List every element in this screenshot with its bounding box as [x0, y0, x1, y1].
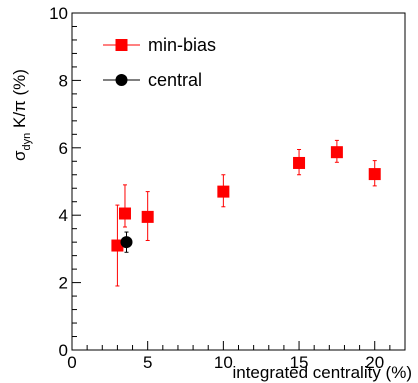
legend-label: min-bias — [148, 35, 216, 55]
data-point-square — [293, 156, 306, 169]
data-point-square — [111, 239, 124, 252]
plot-frame — [71, 12, 406, 351]
data-point-square — [217, 185, 230, 198]
data-point-square — [330, 146, 343, 159]
y-tick-label: 0 — [59, 341, 68, 360]
x-tick-label: 15 — [290, 353, 309, 372]
legend-label: central — [148, 70, 202, 90]
x-tick-label: 0 — [67, 353, 76, 372]
x-tick-label: 5 — [143, 353, 152, 372]
y-axis-title: σdyn K/π (%) — [10, 69, 33, 161]
y-axis-title-rest: K/π (%) — [10, 69, 29, 133]
y-axis-title-sub: dyn — [21, 133, 33, 151]
y-tick-label: 4 — [59, 206, 68, 225]
x-axis-title: integrated centrality (%) — [232, 363, 412, 382]
y-tick-label: 8 — [59, 71, 68, 90]
data-point-square — [141, 210, 154, 223]
x-tick-label: 20 — [365, 353, 384, 372]
legend-marker-circle — [115, 74, 128, 86]
y-tick-label: 6 — [59, 139, 68, 158]
y-tick-label: 10 — [49, 4, 68, 23]
data-point-circle — [120, 236, 133, 249]
data-point-square — [368, 168, 381, 181]
legend-marker-square — [115, 39, 128, 51]
x-tick-label: 10 — [214, 353, 233, 372]
y-axis-title-main: σ — [10, 150, 29, 161]
y-tick-label: 2 — [59, 274, 68, 293]
data-point-square — [118, 207, 131, 220]
